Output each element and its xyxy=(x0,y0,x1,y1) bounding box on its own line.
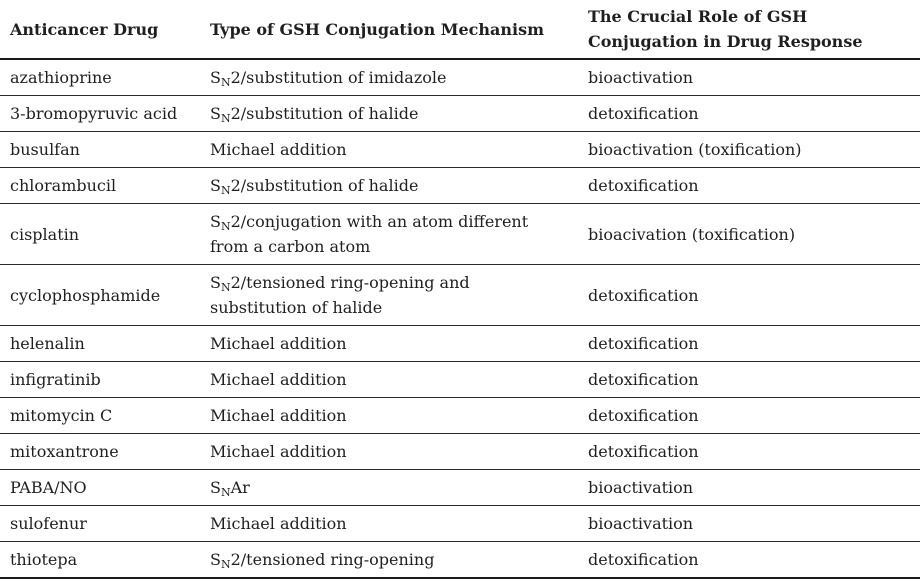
role-cell: detoxification xyxy=(588,433,920,470)
drug-cell: mitoxantrone xyxy=(0,433,210,470)
mechanism-cell: SN2/substitution of imidazole xyxy=(210,59,588,96)
role-cell: bioactivation xyxy=(588,59,920,96)
mechanism-cell: SN2/conjugation with an atom different f… xyxy=(210,203,588,265)
table-row: mitoxantrone Michael addition detoxifica… xyxy=(0,433,920,470)
drug-cell: busulfan xyxy=(0,131,210,168)
drug-cell: cyclophosphamide xyxy=(0,264,210,326)
table-row: cyclophosphamide SN2/tensioned ring-open… xyxy=(0,264,920,326)
role-cell: detoxification xyxy=(588,397,920,434)
role-cell: detoxification xyxy=(588,95,920,132)
drug-cell: thiotepa xyxy=(0,541,210,579)
role-cell: detoxification xyxy=(588,541,920,579)
role-cell: bioactivation (toxification) xyxy=(588,131,920,168)
table-row: helenalin Michael addition detoxificatio… xyxy=(0,325,920,362)
table-row: sulofenur Michael addition bioactivation xyxy=(0,505,920,542)
drug-cell: azathioprine xyxy=(0,59,210,96)
header-row: Anticancer Drug Type of GSH Conjugation … xyxy=(0,0,920,60)
table-row: PABA/NO SNAr bioactivation xyxy=(0,469,920,506)
drug-table-body: azathioprine SN2/substitution of imidazo… xyxy=(0,59,920,579)
role-cell: bioacivation (toxification) xyxy=(588,203,920,265)
drug-cell: infigratinib xyxy=(0,361,210,398)
mechanism-cell: SN2/tensioned ring-opening xyxy=(210,541,588,579)
role-cell: detoxification xyxy=(588,361,920,398)
table-row: busulfan Michael addition bioactivation … xyxy=(0,131,920,168)
table-row: cisplatin SN2/conjugation with an atom d… xyxy=(0,203,920,265)
table-row: infigratinib Michael addition detoxifica… xyxy=(0,361,920,398)
role-cell: detoxification xyxy=(588,325,920,362)
column-header-mechanism: Type of GSH Conjugation Mechanism xyxy=(210,0,588,60)
drug-cell: sulofenur xyxy=(0,505,210,542)
mechanism-cell: SN2/substitution of halide xyxy=(210,167,588,204)
mechanism-cell: Michael addition xyxy=(210,361,588,398)
role-cell: bioactivation xyxy=(588,505,920,542)
mechanism-cell: Michael addition xyxy=(210,397,588,434)
mechanism-cell: Michael addition xyxy=(210,505,588,542)
mechanism-cell: Michael addition xyxy=(210,325,588,362)
drug-cell: chlorambucil xyxy=(0,167,210,204)
mechanism-cell: SN2/substitution of halide xyxy=(210,95,588,132)
mechanism-cell: Michael addition xyxy=(210,131,588,168)
mechanism-cell: Michael addition xyxy=(210,433,588,470)
column-header-drug: Anticancer Drug xyxy=(0,0,210,60)
drug-cell: 3-bromopyruvic acid xyxy=(0,95,210,132)
table-row: thiotepa SN2/tensioned ring-opening deto… xyxy=(0,541,920,579)
drug-cell: helenalin xyxy=(0,325,210,362)
drug-cell: mitomycin C xyxy=(0,397,210,434)
table-row: mitomycin C Michael addition detoxificat… xyxy=(0,397,920,434)
drug-cell: cisplatin xyxy=(0,203,210,265)
role-cell: detoxification xyxy=(588,264,920,326)
mechanism-cell: SNAr xyxy=(210,469,588,506)
column-header-role: The Crucial Role of GSH Conjugation in D… xyxy=(588,0,920,60)
table-row: chlorambucil SN2/substitution of halide … xyxy=(0,167,920,204)
table-header: Anticancer Drug Type of GSH Conjugation … xyxy=(0,0,920,60)
table-row: azathioprine SN2/substitution of imidazo… xyxy=(0,59,920,96)
table-row: 3-bromopyruvic acid SN2/substitution of … xyxy=(0,95,920,132)
role-cell: bioactivation xyxy=(588,469,920,506)
drug-cell: PABA/NO xyxy=(0,469,210,506)
role-cell: detoxification xyxy=(588,167,920,204)
mechanism-cell: SN2/tensioned ring-opening and substitut… xyxy=(210,264,588,326)
